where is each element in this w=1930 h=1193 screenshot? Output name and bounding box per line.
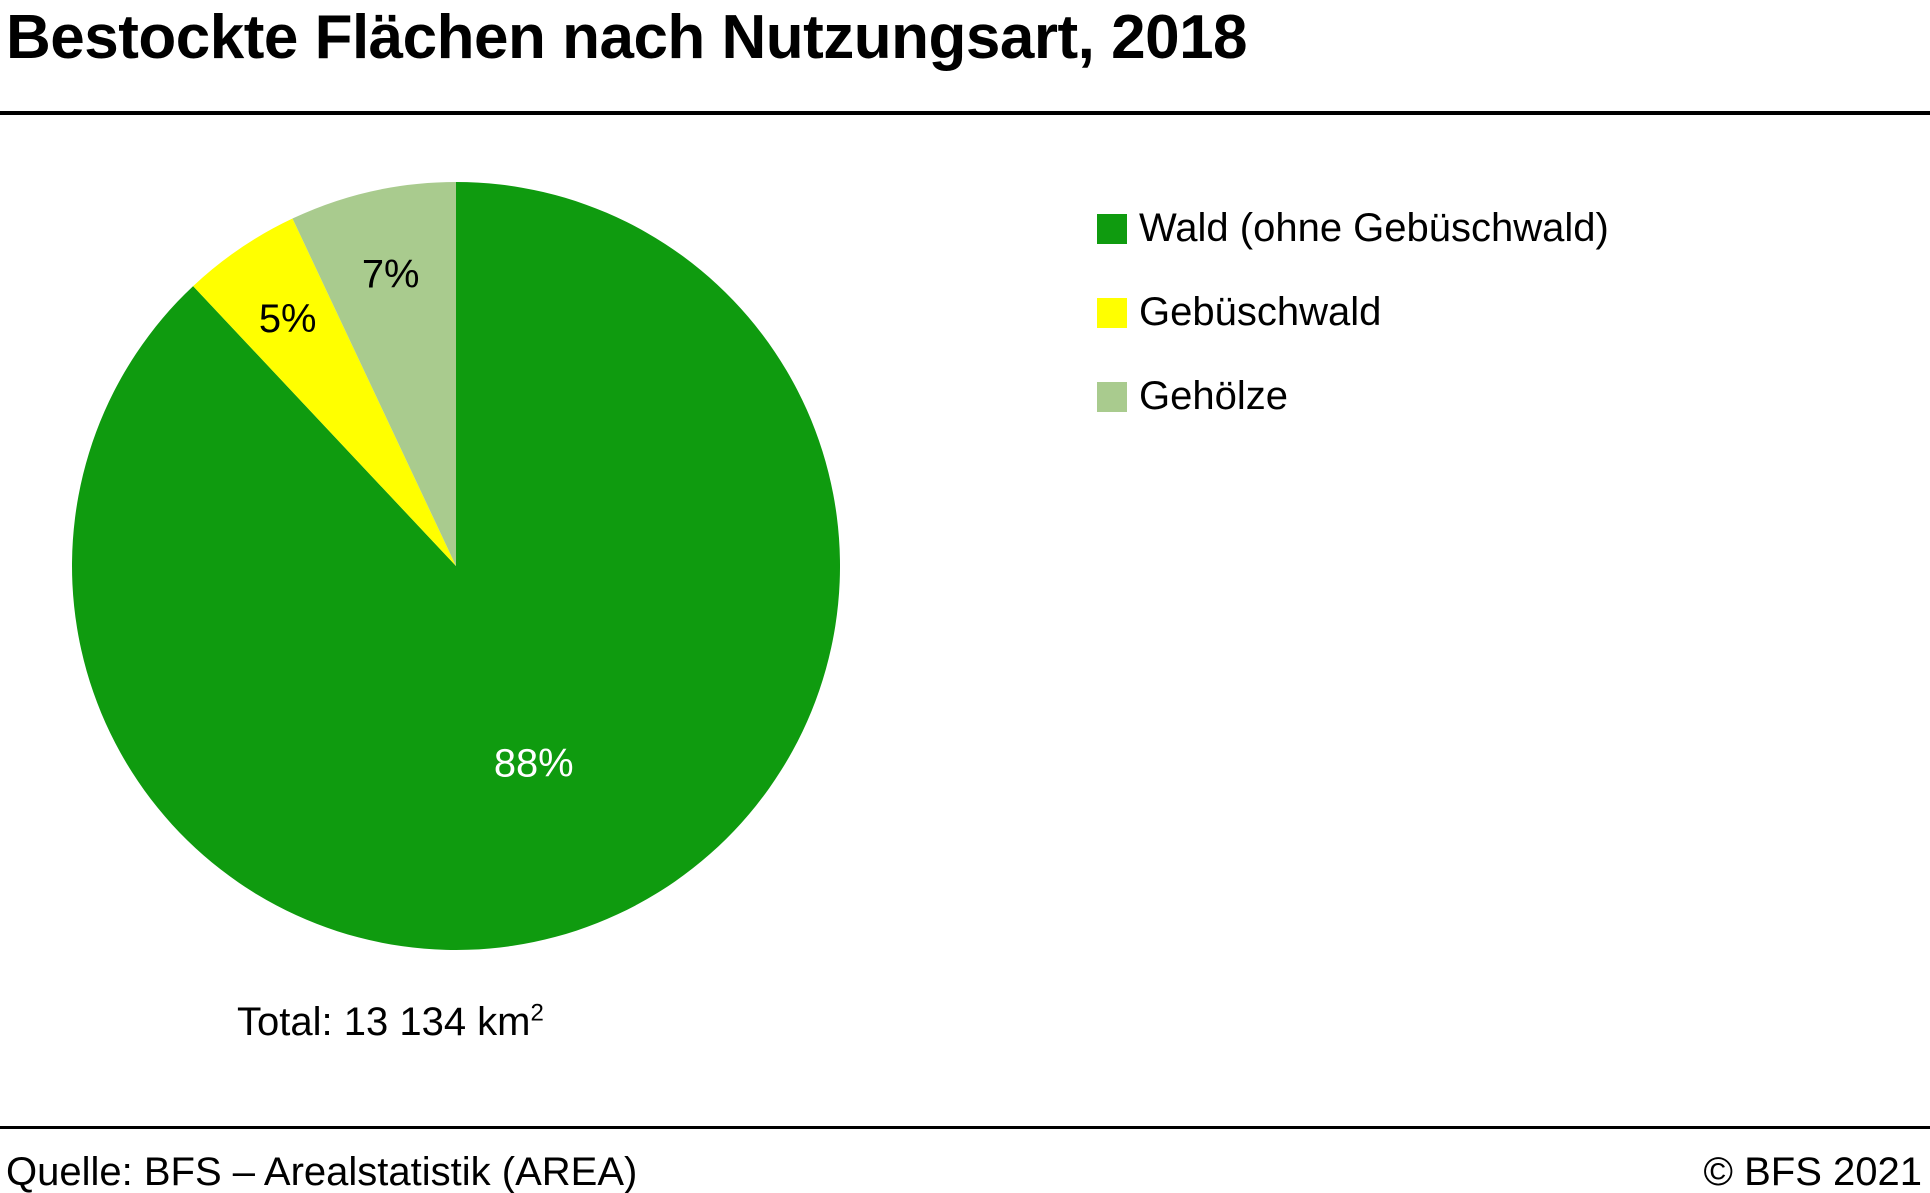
- title-divider: [0, 111, 1930, 115]
- legend-swatch: [1097, 213, 1127, 244]
- footer-divider: [0, 1126, 1930, 1129]
- copyright-text: © BFS 2021: [1703, 1150, 1922, 1193]
- source-text: Quelle: BFS – Arealstatistik (AREA): [6, 1150, 638, 1193]
- total-superscript: 2: [530, 999, 544, 1027]
- pie-slice-percentage-label: 5%: [259, 297, 317, 341]
- legend-label: Gebüschwald: [1139, 290, 1382, 334]
- legend-swatch: [1097, 297, 1127, 328]
- legend-swatch: [1097, 381, 1127, 412]
- footer: Quelle: BFS – Arealstatistik (AREA) © BF…: [0, 1150, 1930, 1193]
- legend-item-wald: Wald (ohne Gebüschwald): [1097, 205, 1609, 252]
- legend: Wald (ohne Gebüschwald) Gebüschwald Gehö…: [1097, 205, 1609, 420]
- total-text: Total: 13 134 km: [237, 1000, 531, 1044]
- pie-chart-container: 88% 5% 7%: [72, 182, 840, 950]
- page-title: Bestockte Flächen nach Nutzungsart, 2018: [6, 3, 1248, 72]
- legend-label: Wald (ohne Gebüschwald): [1139, 206, 1609, 250]
- pie-slice-1: [193, 218, 456, 566]
- pie-slice-percentage-label: 88%: [494, 741, 574, 785]
- legend-item-gebueschwald: Gebüschwald: [1097, 289, 1609, 336]
- pie-slice-2: [292, 182, 456, 566]
- pie-chart: 88% 5% 7%: [72, 182, 840, 950]
- pie-slice-0: [72, 182, 840, 950]
- legend-item-gehoelze: Gehölze: [1097, 373, 1609, 420]
- total-label: Total: 13 134 km2: [237, 1000, 544, 1045]
- pie-slice-percentage-label: 7%: [362, 253, 420, 297]
- legend-label: Gehölze: [1139, 374, 1288, 418]
